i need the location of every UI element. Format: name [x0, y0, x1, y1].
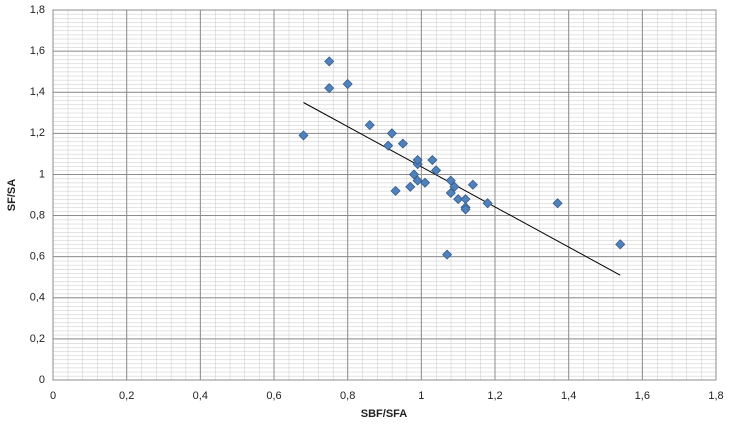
- x-tick-label: 1,4: [561, 390, 576, 402]
- y-tick-label: 1,2: [30, 127, 45, 139]
- point: [405, 181, 416, 192]
- x-tick-label: 1,6: [635, 390, 650, 402]
- point: [449, 181, 460, 192]
- point: [460, 204, 471, 215]
- point: [324, 56, 335, 67]
- point: [390, 185, 401, 196]
- trendline: [303, 102, 621, 276]
- y-axis-title: SF/SA: [6, 179, 18, 211]
- point: [386, 128, 397, 139]
- x-tick-label: 1,8: [708, 390, 723, 402]
- point: [364, 120, 375, 131]
- y-tick-label: 0,6: [30, 251, 45, 263]
- point: [445, 187, 456, 199]
- x-tick-label: 0: [50, 390, 56, 402]
- point: [482, 198, 493, 209]
- x-tick-label: 0,2: [119, 390, 134, 402]
- point: [298, 130, 309, 141]
- y-tick-label: 0,2: [30, 333, 45, 345]
- point: [408, 169, 420, 180]
- y-tick-label: 1,8: [30, 4, 45, 16]
- point: [324, 83, 335, 94]
- y-tick-label: 0: [39, 374, 45, 386]
- y-tick-label: 1,4: [30, 86, 45, 98]
- point: [552, 198, 563, 209]
- minor-grid: [53, 10, 716, 380]
- y-tick-label: 1: [39, 168, 45, 180]
- point: [445, 175, 456, 186]
- x-tick-label: 0,4: [193, 390, 208, 402]
- point: [412, 154, 423, 166]
- point: [397, 138, 408, 149]
- x-tick-label: 1,2: [487, 390, 502, 402]
- y-tick-label: 0,8: [30, 209, 45, 221]
- point: [615, 239, 626, 250]
- point: [442, 249, 453, 260]
- x-tick-label: 0,8: [340, 390, 355, 402]
- point: [453, 194, 464, 205]
- point: [467, 179, 478, 190]
- x-axis-title: SBF/SFA: [361, 408, 408, 420]
- y-tick-label: 1,6: [30, 45, 45, 57]
- y-tick-label: 0,4: [30, 292, 45, 304]
- x-tick-label: 1: [418, 390, 424, 402]
- point: [427, 154, 438, 166]
- plot-border: [52, 9, 717, 381]
- point: [412, 175, 423, 186]
- point: [342, 78, 353, 90]
- point: [431, 165, 442, 176]
- x-tick-label: 0,6: [266, 390, 281, 402]
- point: [383, 140, 394, 151]
